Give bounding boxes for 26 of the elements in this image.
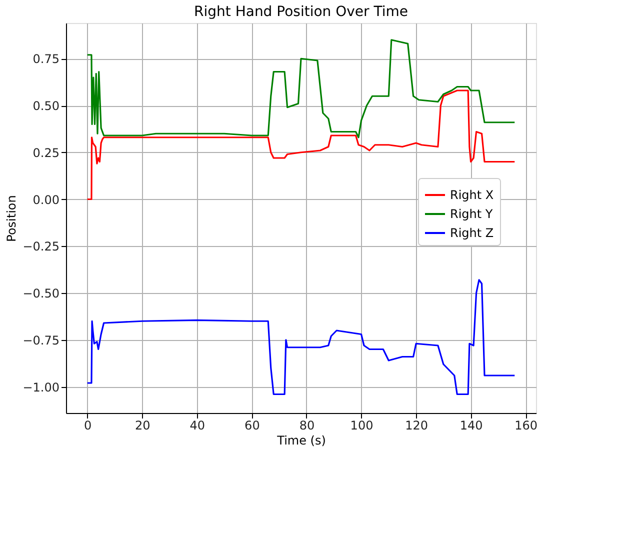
x-tick-label: 160 — [514, 418, 538, 432]
x-tick-label: 40 — [190, 418, 206, 432]
y-tick-label: 0.50 — [32, 99, 60, 113]
x-axis-title: Time (s) — [276, 434, 326, 448]
legend-label: Right Z — [450, 226, 494, 240]
y-tick-label: −0.75 — [22, 333, 60, 348]
x-tick-label: 0 — [84, 418, 92, 432]
x-tick-label: 80 — [299, 418, 315, 432]
x-tick-label: 20 — [135, 418, 150, 432]
x-tick-label: 120 — [405, 418, 428, 432]
y-tick-label: −0.25 — [22, 240, 60, 254]
y-tick-label: −0.50 — [22, 286, 60, 300]
y-axis-title: Position — [4, 195, 19, 242]
x-tick-label: 140 — [460, 418, 483, 432]
legend-label: Right X — [450, 188, 494, 202]
y-tick-label: −1.00 — [22, 380, 60, 394]
line-series — [86, 90, 516, 200]
legend-label: Right Y — [450, 207, 494, 221]
y-tick-label: 0.75 — [32, 52, 60, 66]
y-tick-label: 0.25 — [32, 146, 60, 160]
y-tick-label: 0.00 — [32, 192, 60, 207]
line-series — [86, 39, 516, 138]
x-tick-label: 60 — [244, 418, 260, 432]
x-tick-label: 100 — [350, 418, 374, 432]
chart-title: Right Hand Position Over Time — [194, 4, 408, 20]
line-series — [86, 279, 516, 396]
